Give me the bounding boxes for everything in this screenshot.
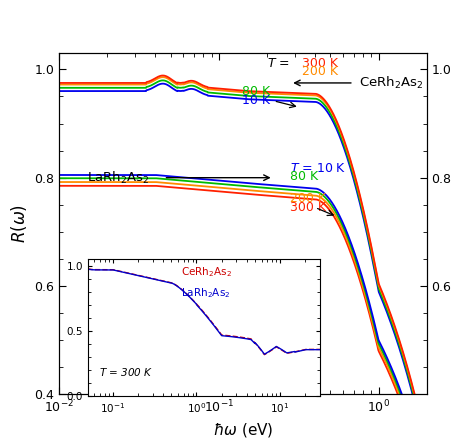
Text: LaRh$_2$As$_2$: LaRh$_2$As$_2$ xyxy=(181,286,230,300)
Text: 300 K: 300 K xyxy=(290,201,326,214)
Y-axis label: $R(\omega)$: $R(\omega)$ xyxy=(9,204,29,243)
Text: CeRh$_2$As$_2$: CeRh$_2$As$_2$ xyxy=(359,75,423,91)
Text: $T$ = 300 K: $T$ = 300 K xyxy=(99,366,154,378)
Text: $T$ = 10 K: $T$ = 10 K xyxy=(290,162,346,175)
Text: 10 K: 10 K xyxy=(242,93,270,106)
Text: LaRh$_2$As$_2$: LaRh$_2$As$_2$ xyxy=(87,170,150,186)
Text: 300 K: 300 K xyxy=(301,57,337,70)
Text: 80 K: 80 K xyxy=(290,171,319,183)
Text: CeRh$_2$As$_2$: CeRh$_2$As$_2$ xyxy=(181,266,231,280)
Text: $T$ =: $T$ = xyxy=(267,57,291,70)
Text: 80 K: 80 K xyxy=(242,85,270,98)
Text: 200 K: 200 K xyxy=(290,192,326,205)
X-axis label: $\hbar\omega$ (eV): $\hbar\omega$ (eV) xyxy=(213,421,273,439)
Text: 200 K: 200 K xyxy=(301,65,337,78)
